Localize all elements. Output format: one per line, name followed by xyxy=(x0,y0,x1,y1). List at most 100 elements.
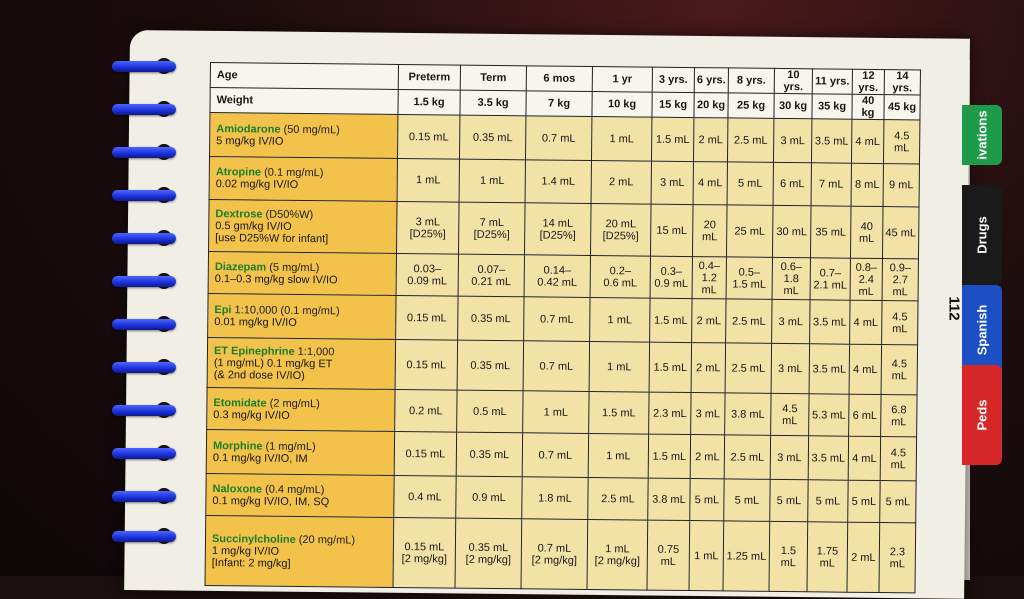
tab-drugs[interactable]: Drugs xyxy=(962,185,1002,285)
weight-header-cell: 40 kg xyxy=(851,94,885,120)
weight-header-cell: 45 kg xyxy=(883,94,921,120)
dose-cell: 4.5 mL xyxy=(881,300,919,345)
drug-name: Epi xyxy=(214,303,232,316)
dose-cell: 0.15 mL xyxy=(395,339,458,391)
dose-cell: 2.5 mL xyxy=(587,477,649,521)
age-header-cell: 14 yrs. xyxy=(884,69,921,95)
dose-cell: 4.5 mL xyxy=(883,119,920,164)
tab-peds[interactable]: Peds xyxy=(962,365,1002,465)
weight-header-cell: 20 kg xyxy=(693,92,729,118)
dose-cell: 5 mL xyxy=(847,480,881,523)
drug-concentration: (50 mg/mL) xyxy=(280,123,340,136)
dose-cell: 0.3– 0.9 mL xyxy=(650,256,693,299)
dose-cell: 0.15 mL xyxy=(395,295,459,341)
dose-cell: 2 mL xyxy=(591,160,652,205)
age-header-cell: 10 yrs. xyxy=(774,68,813,94)
dose-cell: 1.5 mL xyxy=(651,117,694,162)
dose-cell: 1 mL xyxy=(522,390,590,434)
section-tabs: ivations Drugs Spanish Peds xyxy=(962,105,1022,575)
dose-cell: 0.15 mL xyxy=(394,431,457,477)
dose-cell: 1 mL xyxy=(459,159,526,203)
dose-cell: 4 mL xyxy=(849,300,883,345)
drug-label-cell: Etomidate (2 mg/mL) 0.3 mg/kg IV/IO xyxy=(206,387,396,432)
page-number: 112 xyxy=(945,296,963,321)
dose-cell: 8 mL xyxy=(851,163,884,207)
dose-cell: 14 mL [D25%] xyxy=(524,202,592,256)
drug-label-cell: Naloxone (0.4 mg/mL) 0.1 mg/kg IV/IO, IM,… xyxy=(205,473,395,518)
dose-cell: 5 mL xyxy=(723,478,771,522)
dose-cell: 7 mL xyxy=(811,162,852,207)
binding-ring xyxy=(112,448,176,459)
dose-cell: 0.03– 0.09 mL xyxy=(396,253,459,297)
drug-dosing-line: 0.3 mg/kg IV/IO xyxy=(213,408,290,422)
dose-cell: 3.5 mL xyxy=(809,343,850,395)
spiral-binding xyxy=(112,58,182,568)
age-header-cell: 8 yrs. xyxy=(728,67,775,94)
drug-row: Dextrose (D50%W) 0.5 gm/kg IV/IO [use D25%… xyxy=(208,199,920,259)
weight-header-cell: 1.5 kg xyxy=(397,89,461,116)
drug-dosing-line: 0.01 mg/kg IV/IO xyxy=(214,315,297,329)
dose-cell: 2 mL xyxy=(691,298,727,343)
dose-cell: 9 mL xyxy=(883,163,920,207)
drug-name: Atropine xyxy=(215,166,262,179)
dose-cell: 35 mL xyxy=(810,205,852,259)
weight-header-cell: 15 kg xyxy=(651,92,695,118)
dose-cell: 0.7 mL [2 mg/kg] xyxy=(521,518,588,590)
dose-cell: 5 mL xyxy=(807,479,849,523)
weight-header-cell: 30 kg xyxy=(773,93,813,119)
dose-cell: 4.5 mL xyxy=(770,393,810,436)
drug-name: Dextrose xyxy=(215,207,263,221)
dose-cell: 0.7 mL xyxy=(523,340,590,392)
dose-cell: 6.8 mL xyxy=(880,394,918,437)
weight-header-cell: 35 kg xyxy=(811,93,853,120)
dose-cell: 5 mL xyxy=(769,479,809,522)
dose-cell: 2.5 mL xyxy=(727,117,774,163)
dose-cell: 0.35 mL xyxy=(459,115,526,160)
dose-cell: 0.5 mL xyxy=(456,390,524,433)
tab-ivations[interactable]: ivations xyxy=(962,105,1002,165)
dose-cell: 3.5 mL xyxy=(808,435,849,481)
binding-ring xyxy=(112,491,176,502)
dose-cell: 0.7 mL xyxy=(522,432,589,478)
binding-ring xyxy=(112,362,176,373)
dose-cell: 5 mL xyxy=(727,161,774,206)
weight-header-cell: 3.5 kg xyxy=(459,90,527,116)
dose-cell: 2 mL xyxy=(846,522,880,593)
age-header-cell: 12 yrs. xyxy=(852,69,885,95)
dose-cell: 0.8– 2.4 mL xyxy=(850,258,883,301)
drug-concentration: (D50%W) xyxy=(262,208,314,221)
dose-cell: 0.15 mL [2 mg/kg] xyxy=(393,517,456,589)
dose-cell: 4 mL xyxy=(849,344,882,395)
dose-cell: 2.5 mL xyxy=(725,342,772,394)
dose-cell: 2.5 mL xyxy=(725,298,773,344)
dose-cell: 1.5 mL xyxy=(768,521,808,592)
binding-ring xyxy=(112,531,176,542)
dose-cell: 20 mL xyxy=(692,204,728,257)
tab-spanish[interactable]: Spanish xyxy=(962,285,1002,375)
dose-cell: 0.2– 0.6 mL xyxy=(590,255,651,299)
drug-label-cell: Morphine (1 mg/mL) 0.1 mg/kg IV/IO, IM xyxy=(206,429,395,476)
dose-cell: 4.5 mL xyxy=(881,344,918,395)
dose-cell: 3 mL [D25%] xyxy=(396,201,460,255)
dose-cell: 2.3 mL xyxy=(878,522,916,593)
dose-cell: 0.35 mL [2 mg/kg] xyxy=(455,518,522,589)
drug-concentration: (1 mg/mL) xyxy=(262,440,316,453)
dose-cell: 0.9 mL xyxy=(455,476,523,519)
dose-cell: 0.9– 2.7 mL xyxy=(882,258,919,301)
weight-header-label: Weight xyxy=(209,87,399,115)
dose-cell: 0.4 mL xyxy=(393,475,457,519)
dose-cell: 3 mL xyxy=(771,343,810,394)
tab-label: Spanish xyxy=(974,304,990,356)
drug-row: Amiodarone (50 mg/mL) 5 mg/kg IV/IO 0.15 m… xyxy=(209,112,920,164)
age-header-cell: 11 yrs. xyxy=(812,68,853,95)
drug-dosing-line: 0.1 mg/kg IV/IO, IM, SQ xyxy=(212,494,330,508)
dose-cell: 40 mL xyxy=(850,206,884,259)
dose-cell: 3.5 mL xyxy=(809,299,851,345)
dose-cell: 5 mL xyxy=(879,480,917,523)
drug-name: ET Epinephrine xyxy=(213,344,295,358)
weight-header-cell: 25 kg xyxy=(727,92,775,119)
drug-label-cell: Atropine (0.1 mg/mL) 0.02 mg/kg IV/IO xyxy=(209,156,398,202)
drug-row: Diazepam (5 mg/mL) 0.1–0.3 mg/kg slow IV/… xyxy=(208,251,919,301)
drug-concentration: (0.1 mg/mL) xyxy=(261,166,324,180)
dose-cell: 4 mL xyxy=(693,161,728,205)
